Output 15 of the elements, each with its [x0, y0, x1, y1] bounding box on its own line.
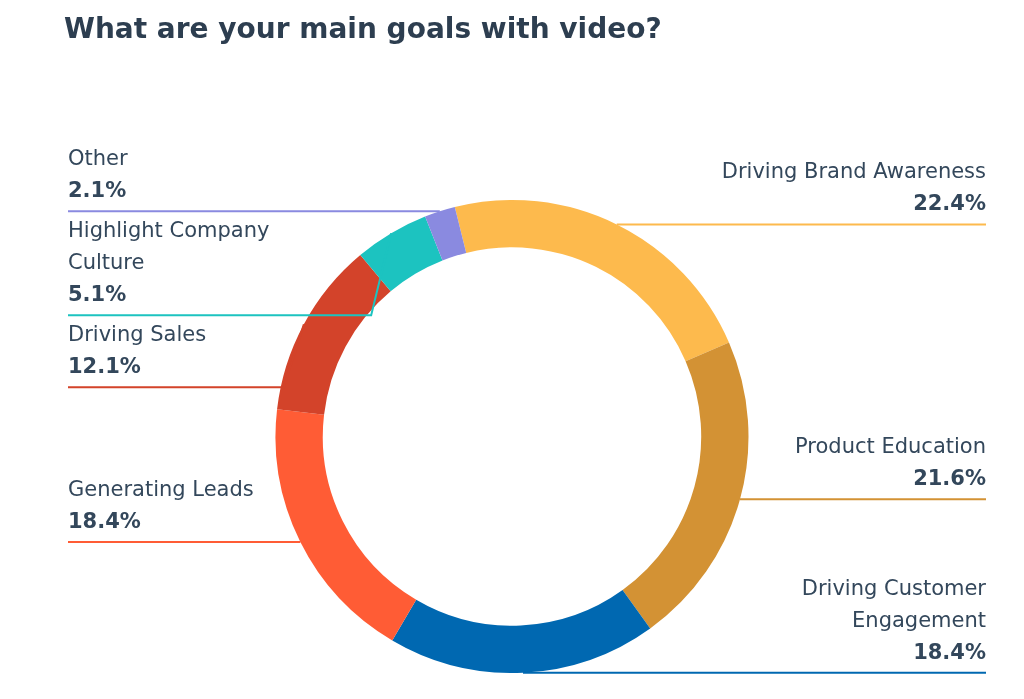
slice-label: Other	[68, 146, 128, 171]
slice-label: Generating Leads	[68, 477, 254, 502]
slice-label: Highlight Company Culture	[68, 218, 270, 275]
slice-label: Driving Brand Awareness	[721, 159, 986, 184]
data-label: 12.1%	[68, 354, 141, 379]
slice-label: Driving Customer Engagement	[801, 575, 987, 632]
slice-label: Product Education	[795, 434, 986, 459]
data-label: 5.1%	[68, 282, 127, 307]
slice-label: Driving Sales	[68, 322, 207, 347]
data-label: 21.6%	[913, 466, 986, 491]
data-label: 18.4%	[913, 639, 986, 664]
data-label: 2.1%	[68, 178, 127, 203]
chart-title: What are your main goals with video?	[64, 12, 663, 47]
data-label: 18.4%	[68, 509, 141, 534]
data-label: 22.4%	[913, 191, 986, 216]
